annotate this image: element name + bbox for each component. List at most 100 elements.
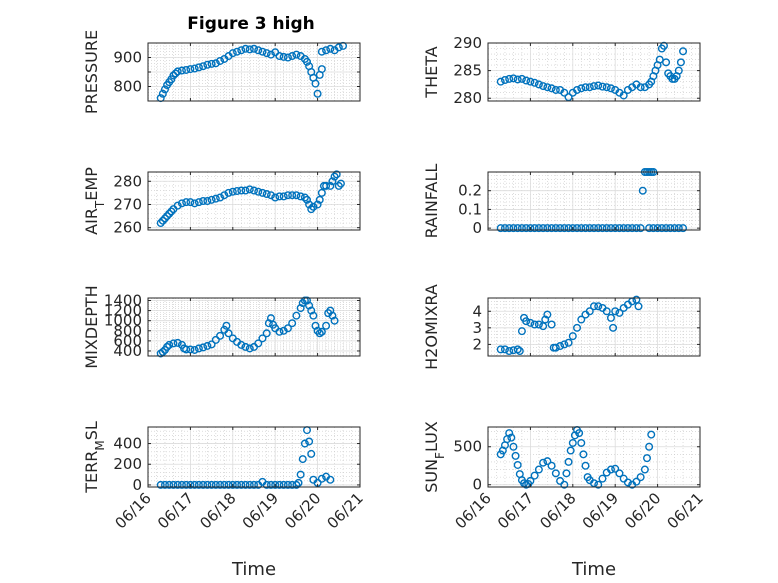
- data-point: [271, 480, 280, 489]
- data-point: [275, 480, 284, 489]
- data-point: [233, 187, 242, 196]
- x-tick-label: 06/19: [239, 489, 282, 532]
- data-point: [156, 480, 165, 489]
- y-axis-label: RAINFALL: [422, 164, 441, 239]
- data-point: [564, 338, 573, 347]
- data-point: [292, 311, 301, 320]
- data-point: [266, 50, 275, 59]
- x-tick-label: 06/18: [196, 489, 239, 532]
- y-tick-label: 0: [132, 476, 142, 494]
- data-point: [326, 181, 335, 190]
- data-point: [228, 187, 237, 196]
- data-point: [262, 49, 271, 58]
- data-point: [534, 224, 543, 233]
- data-point: [653, 224, 662, 233]
- data-point: [543, 310, 552, 319]
- data-point: [573, 85, 582, 94]
- data-point: [509, 224, 518, 233]
- data-point: [326, 44, 335, 53]
- y-axis-label: MIXDEPTH: [82, 285, 101, 368]
- data-point: [305, 200, 314, 209]
- y-tick-label: 0: [472, 476, 482, 494]
- data-point: [577, 315, 586, 324]
- data-point: [182, 345, 191, 354]
- data-point: [513, 75, 522, 84]
- data-point: [534, 320, 543, 329]
- data-point: [165, 209, 174, 218]
- data-point: [199, 62, 208, 71]
- data-point: [602, 83, 611, 92]
- data-point: [309, 311, 318, 320]
- x-tick-label: 06/18: [536, 489, 579, 532]
- data-point: [279, 480, 288, 489]
- data-point: [577, 84, 586, 93]
- data-point: [163, 212, 172, 221]
- marker-series: [156, 170, 345, 228]
- subplot-8: 0 500 06/16 06/17 06/18 06/19 06/20 06/21 SUNFLU…: [422, 421, 707, 580]
- data-point: [163, 342, 172, 351]
- data-point: [609, 323, 618, 332]
- data-point: [543, 83, 552, 92]
- data-point: [190, 480, 199, 489]
- data-point: [543, 457, 552, 466]
- data-point: [594, 224, 603, 233]
- data-point: [679, 224, 688, 233]
- data-point: [245, 344, 254, 353]
- y-tick-label: 3: [472, 319, 482, 337]
- subplot-6: 234 H2OMIXRA: [422, 284, 701, 370]
- data-point: [199, 343, 208, 352]
- y-tick-label: 500: [453, 438, 482, 456]
- data-point: [556, 224, 565, 233]
- data-point: [568, 332, 577, 341]
- data-point: [228, 480, 237, 489]
- data-point: [211, 59, 220, 68]
- data-point: [598, 224, 607, 233]
- data-point: [249, 44, 258, 53]
- data-point: [507, 433, 516, 442]
- data-point: [182, 198, 191, 207]
- marker-series: [156, 41, 348, 103]
- data-point: [315, 195, 324, 204]
- subplot-7: 0 200 400 06/16 06/17 06/18 06/19 06/20 06/21 TER…: [82, 421, 367, 580]
- plot-area: [488, 43, 700, 101]
- data-point: [313, 89, 322, 98]
- data-point: [615, 469, 624, 478]
- data-point: [296, 304, 305, 313]
- data-point: [551, 343, 560, 352]
- data-point: [530, 320, 539, 329]
- data-point: [203, 341, 212, 350]
- data-point: [666, 224, 675, 233]
- data-point: [203, 60, 212, 69]
- data-point: [160, 480, 169, 489]
- y-tick-label: 4: [472, 302, 482, 320]
- data-point: [160, 214, 169, 223]
- data-point: [190, 64, 199, 73]
- data-point: [279, 52, 288, 61]
- data-point: [500, 76, 509, 85]
- data-point: [581, 83, 590, 92]
- data-point: [585, 224, 594, 233]
- data-point: [511, 451, 520, 460]
- data-point: [216, 193, 225, 202]
- x-tick-label: 06/20: [621, 489, 664, 532]
- axes-box: [487, 171, 701, 231]
- data-point: [292, 191, 301, 200]
- data-point: [530, 224, 539, 233]
- data-point: [676, 58, 685, 67]
- data-point: [638, 186, 647, 195]
- axes-box: [147, 171, 361, 231]
- y-tick-label: 0.2: [458, 182, 482, 200]
- data-point: [505, 224, 514, 233]
- data-point: [513, 345, 522, 354]
- data-point: [186, 480, 195, 489]
- data-point: [317, 65, 326, 74]
- data-point: [296, 470, 305, 479]
- data-point: [674, 66, 683, 75]
- data-point: [258, 188, 267, 197]
- data-point: [619, 224, 628, 233]
- y-axis-label: H2OMIXRA: [422, 284, 441, 370]
- data-point: [602, 307, 611, 316]
- data-point: [258, 334, 267, 343]
- x-tick-label: 06/16: [452, 489, 495, 532]
